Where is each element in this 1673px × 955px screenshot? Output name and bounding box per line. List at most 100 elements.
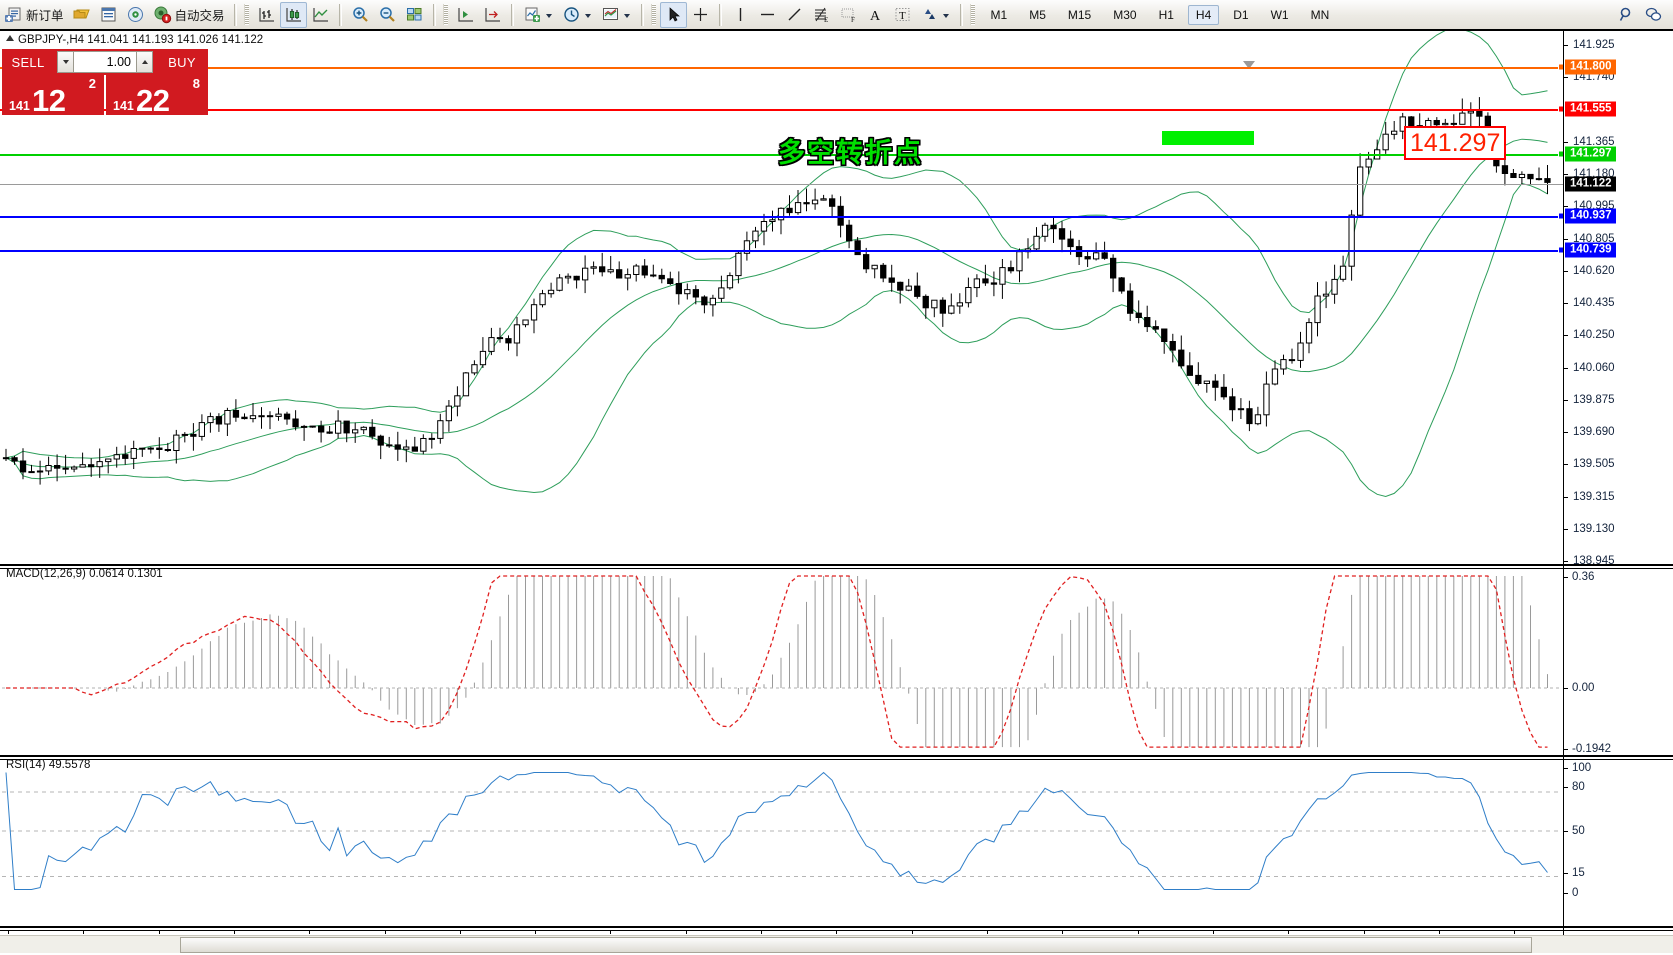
level-line-141-555[interactable] xyxy=(0,109,1563,112)
search-button[interactable] xyxy=(1613,2,1640,28)
autotrade-button[interactable]: 自动交易 xyxy=(149,2,229,28)
level-line-141-297[interactable] xyxy=(0,153,1563,156)
timeframe-m1[interactable]: M1 xyxy=(990,7,1008,22)
chevron-down-icon[interactable] xyxy=(584,13,591,18)
chevron-down-icon[interactable] xyxy=(545,13,552,18)
timeframe-w1[interactable]: W1 xyxy=(1270,7,1289,22)
bollinger-band-middle xyxy=(5,138,1548,468)
rsi-axis-label: 100 xyxy=(1564,762,1591,774)
collapse-icon[interactable] xyxy=(6,35,14,41)
chevron-down-icon[interactable] xyxy=(942,13,949,18)
price-tag-blue-level: 140.937 xyxy=(1565,208,1616,224)
templates-icon xyxy=(601,5,620,24)
zoom-in-icon xyxy=(351,5,370,24)
fibo-icon: E xyxy=(812,5,831,24)
crosshair-button[interactable] xyxy=(687,2,714,28)
timeframe-d1[interactable]: D1 xyxy=(1233,7,1249,22)
price-tag-blue-level: 140.739 xyxy=(1565,242,1616,258)
data-window-button[interactable] xyxy=(95,2,122,28)
line-chart-button[interactable] xyxy=(307,2,334,28)
price-tag-bid-price: 141.122 xyxy=(1565,176,1616,192)
sell-price-quote[interactable]: 141 12 2 xyxy=(2,75,104,118)
macd-label: MACD(12,26,9) 0.0614 0.1301 xyxy=(6,568,163,580)
time-tick xyxy=(1137,930,1139,934)
toolbar-separator xyxy=(432,3,436,26)
level-line-140-937[interactable] xyxy=(0,216,1563,219)
candle-chart-button[interactable] xyxy=(279,1,307,28)
text-label-button[interactable]: A xyxy=(862,2,889,28)
time-tick xyxy=(1363,930,1365,934)
zoom-out-button[interactable] xyxy=(374,2,401,28)
price-axis[interactable]: 141.925 141.740 141.365 141.180 140.995 140.8… xyxy=(1563,31,1673,953)
tile-windows-button[interactable] xyxy=(401,2,428,28)
timeframe-h1[interactable]: H1 xyxy=(1158,7,1174,22)
rsi-axis-label: 80 xyxy=(1564,781,1585,793)
chat-button[interactable] xyxy=(1640,2,1667,28)
templates-button[interactable] xyxy=(597,2,636,28)
shift-end-button[interactable] xyxy=(452,2,479,28)
price-plot[interactable] xyxy=(0,31,1673,955)
chart-frame[interactable]: GBPJPY-,H4 141.041 141.193 141.026 141.1… xyxy=(0,29,1673,953)
bollinger-band-upper xyxy=(5,31,1548,459)
toolbar-grip[interactable] xyxy=(243,4,249,25)
indicators-button[interactable] xyxy=(519,2,558,28)
objects-button[interactable] xyxy=(916,2,955,28)
toolbar-grip[interactable] xyxy=(650,4,656,25)
autoscroll-button[interactable] xyxy=(479,2,506,28)
horizontal-scrollbar[interactable] xyxy=(0,935,1673,953)
object-marker-icon[interactable] xyxy=(1243,61,1255,69)
time-tick xyxy=(761,930,763,934)
hline-icon xyxy=(758,5,777,24)
lot-decrease-button[interactable] xyxy=(57,51,74,73)
sell-button[interactable]: SELL xyxy=(2,49,54,75)
sell-price-integer: 141 xyxy=(9,99,30,113)
vertical-line-button[interactable] xyxy=(727,2,754,28)
time-tick xyxy=(836,930,838,934)
lot-increase-button[interactable] xyxy=(136,51,153,73)
scrollbar-thumb[interactable] xyxy=(180,937,1532,953)
trendline-button[interactable] xyxy=(781,2,808,28)
level-line-140-739[interactable] xyxy=(0,250,1563,253)
toolbar-grip[interactable] xyxy=(442,4,448,25)
price-tag-red-level: 141.555 xyxy=(1565,101,1616,117)
one-click-trading-panel[interactable]: SELL 1.00 BUY 141 12 2 xyxy=(2,49,208,118)
new-order-button[interactable]: 新订单 xyxy=(0,2,68,28)
price-tick: 140.620 xyxy=(1564,265,1615,277)
indicators-icon xyxy=(523,5,542,24)
text-button[interactable]: T xyxy=(889,2,916,28)
buy-button[interactable]: BUY xyxy=(156,49,208,75)
timeframe-m5[interactable]: M5 xyxy=(1029,7,1046,22)
timeframe-m30[interactable]: M30 xyxy=(1113,7,1137,22)
navigator-button[interactable] xyxy=(122,2,149,28)
time-tick xyxy=(1438,930,1440,934)
buy-price-fraction: 8 xyxy=(192,76,200,91)
lot-size-input[interactable]: 1.00 xyxy=(74,51,136,73)
timeframe-m15[interactable]: M15 xyxy=(1067,7,1092,22)
new-order-label: 新订单 xyxy=(26,9,64,23)
crosshair-icon xyxy=(691,5,710,24)
new-order-icon xyxy=(4,5,23,24)
toolbar-grip[interactable] xyxy=(969,4,975,25)
text-icon: T xyxy=(893,5,912,24)
horizontal-line-button[interactable] xyxy=(754,2,781,28)
level-line-141-122[interactable] xyxy=(0,184,1563,186)
fibonacci-button[interactable]: E xyxy=(808,2,835,28)
price-tick: 139.315 xyxy=(1564,491,1615,503)
vline-icon xyxy=(731,5,750,24)
time-tick xyxy=(309,930,311,934)
period-button[interactable] xyxy=(558,2,597,28)
text-label-icon: A xyxy=(866,5,885,24)
toolbar-separator xyxy=(233,3,237,26)
bar-chart-button[interactable] xyxy=(253,2,280,28)
timeframe-h4[interactable]: H4 xyxy=(1187,4,1220,25)
lot-size-stepper[interactable]: 1.00 xyxy=(54,49,156,75)
zoom-in-button[interactable] xyxy=(347,2,374,28)
equidistant-channel-button[interactable]: F xyxy=(835,2,862,28)
chevron-down-icon[interactable] xyxy=(623,13,630,18)
timeframe-mn[interactable]: MN xyxy=(1310,7,1330,22)
buy-price-quote[interactable]: 141 22 8 xyxy=(106,75,208,118)
cursor-button[interactable] xyxy=(659,1,687,28)
level-line-141-800[interactable] xyxy=(0,66,1563,69)
folder-button[interactable] xyxy=(68,2,95,28)
